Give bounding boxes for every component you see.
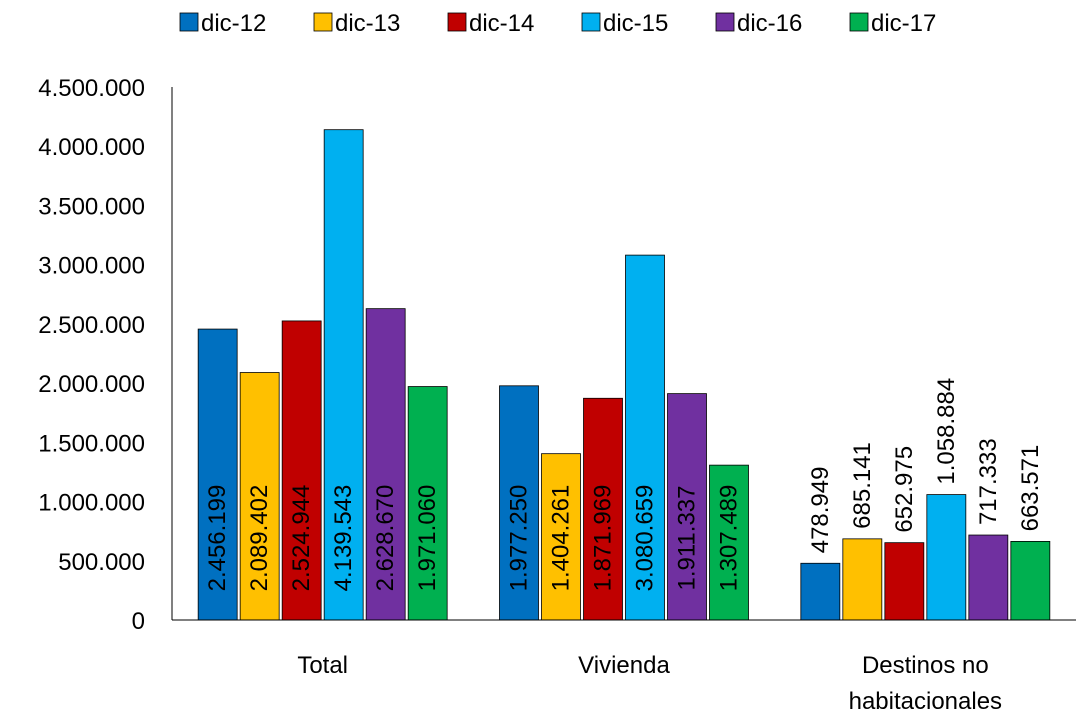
- bar: [583, 397, 623, 621]
- legend-label: dic-15: [603, 10, 668, 37]
- bar: [499, 385, 539, 621]
- legend-swatch: [715, 12, 735, 32]
- legend-swatch: [581, 12, 601, 32]
- bar-value-label: 2.524.944: [288, 485, 315, 592]
- bar-value-label: 3.080.659: [632, 485, 659, 592]
- x-category-label: habitacionales: [849, 688, 1002, 713]
- y-tick-label: 4.500.000: [38, 75, 145, 102]
- y-tick-label: 4.000.000: [38, 134, 145, 161]
- legend-label: dic-13: [335, 10, 400, 37]
- bar-value-label: 1.977.250: [506, 485, 533, 592]
- bar: [407, 386, 448, 621]
- legend-swatch: [849, 12, 869, 32]
- bar: [709, 464, 749, 621]
- x-category-label: Destinos no: [862, 652, 989, 679]
- bar: [323, 129, 364, 621]
- bar: [926, 494, 967, 621]
- bar: [541, 453, 581, 621]
- bar-value-label: 2.628.670: [372, 485, 399, 592]
- y-tick-label: 0: [132, 608, 145, 635]
- bar-value-label: 2.089.402: [246, 485, 273, 592]
- bar: [365, 308, 406, 621]
- bar: [842, 538, 883, 621]
- bar-value-label: 1.911.337: [674, 486, 701, 591]
- bar: [968, 534, 1009, 621]
- legend-swatch: [447, 12, 467, 32]
- y-tick-label: 2.000.000: [38, 371, 145, 398]
- bar-value-label: 1.971.060: [414, 485, 441, 592]
- bar: [239, 372, 280, 621]
- bar-value-label: 663.571: [1017, 445, 1044, 532]
- legend-swatch: [179, 12, 199, 32]
- y-tick-label: 1.500.000: [38, 430, 145, 457]
- bar: [625, 254, 665, 621]
- x-category-label: Total: [297, 652, 348, 679]
- legend-label: dic-17: [871, 10, 936, 37]
- bar-value-label: 478.949: [807, 467, 834, 554]
- bar-value-label: 1.307.489: [716, 485, 743, 592]
- x-category-label: Vivienda: [578, 652, 670, 679]
- bar: [800, 562, 841, 621]
- legend-label: dic-16: [737, 10, 802, 37]
- bar-value-label: 1.871.969: [590, 485, 617, 592]
- legend-label: dic-12: [201, 10, 266, 37]
- bar: [1010, 541, 1051, 621]
- bar-value-label: 1.404.261: [548, 485, 575, 592]
- legend-swatch: [313, 12, 333, 32]
- y-tick-label: 3.000.000: [38, 253, 145, 280]
- bar-value-label: 4.139.543: [330, 485, 357, 592]
- y-tick-label: 1.000.000: [38, 490, 145, 517]
- y-tick-label: 500.000: [58, 549, 145, 576]
- bar-value-label: 717.333: [975, 438, 1002, 525]
- bar-value-label: 1.058.884: [933, 378, 960, 485]
- bar-value-label: 685.141: [849, 442, 876, 529]
- bar: [667, 393, 707, 621]
- legend-label: dic-14: [469, 10, 534, 37]
- y-tick-label: 3.500.000: [38, 193, 145, 220]
- bar-value-label: 652.975: [891, 446, 918, 533]
- bar-value-label: 2.456.199: [204, 485, 231, 592]
- y-tick-label: 2.500.000: [38, 312, 145, 339]
- bar: [884, 542, 925, 621]
